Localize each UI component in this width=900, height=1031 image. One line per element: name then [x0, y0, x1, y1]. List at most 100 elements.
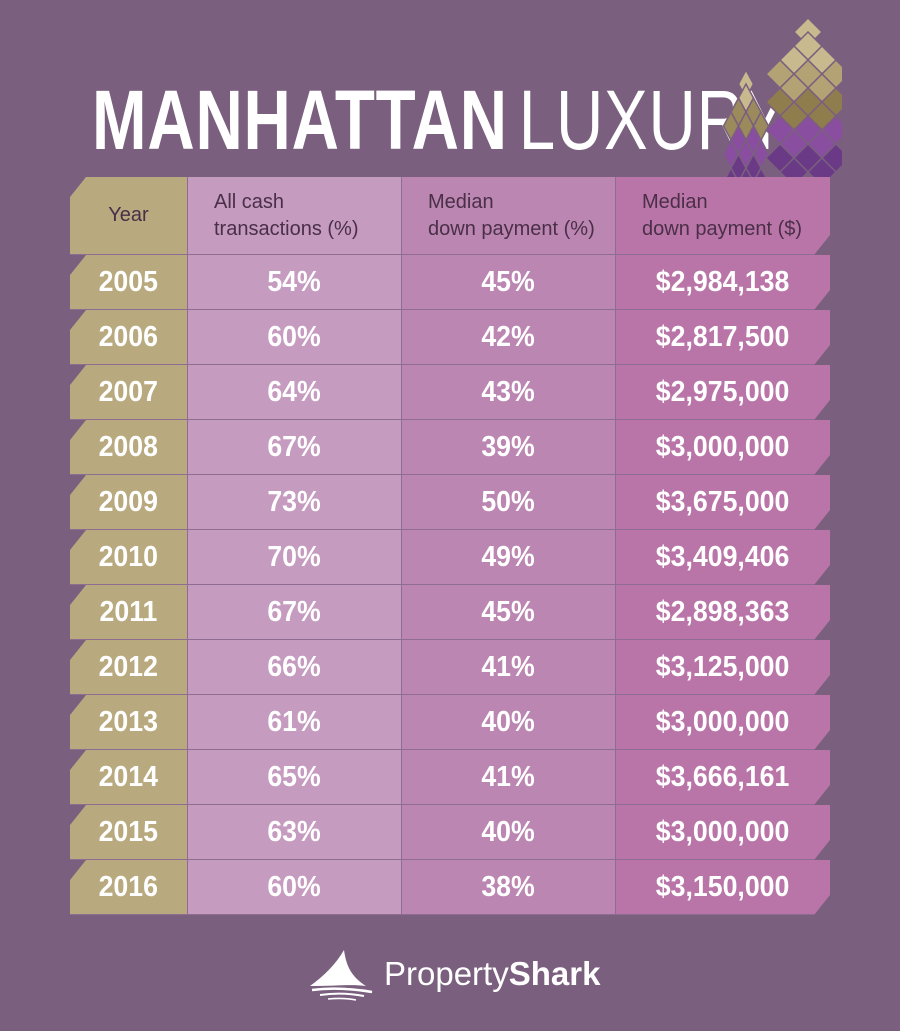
year-value: 2012 [98, 650, 159, 683]
cash-cell: 60% [188, 860, 402, 915]
down-pct-cell: 45% [402, 585, 616, 640]
down-pct-cell: 41% [402, 640, 616, 695]
down-pct-value: 38% [481, 870, 536, 903]
down-usd-value: $2,817,500 [656, 320, 790, 353]
year-cell: 2011 [70, 585, 188, 640]
header-down-pct-cell: Median down payment (%) [402, 177, 616, 255]
year-cell: 2009 [70, 475, 188, 530]
cash-value: 65% [267, 760, 322, 793]
down-pct-value: 39% [481, 430, 536, 463]
year-cell: 2007 [70, 365, 188, 420]
table-row: 2008 67% 39% $3,000,000 [70, 420, 830, 475]
down-usd-cell: $2,975,000 [616, 365, 830, 420]
down-pct-cell: 38% [402, 860, 616, 915]
down-pct-value: 41% [481, 650, 536, 683]
cash-value: 67% [267, 595, 322, 628]
cash-value: 54% [267, 265, 322, 298]
skyscraper-decoration-icon [722, 16, 842, 179]
down-pct-cell: 40% [402, 805, 616, 860]
down-usd-value: $3,150,000 [656, 870, 790, 903]
down-pct-value: 45% [481, 595, 536, 628]
down-pct-value: 49% [481, 540, 536, 573]
cash-value: 63% [267, 815, 322, 848]
down-usd-value: $3,000,000 [656, 705, 790, 738]
year-cell: 2005 [70, 255, 188, 310]
year-cell: 2015 [70, 805, 188, 860]
cash-cell: 60% [188, 310, 402, 365]
year-value: 2014 [98, 760, 159, 793]
down-pct-value: 43% [481, 375, 536, 408]
down-pct-cell: 43% [402, 365, 616, 420]
down-pct-cell: 41% [402, 750, 616, 805]
down-usd-value: $3,409,406 [656, 540, 790, 573]
brand-part1: Property [384, 955, 509, 992]
header-year-cell: Year [70, 177, 188, 255]
down-usd-cell: $2,817,500 [616, 310, 830, 365]
data-table: Year All cash transactions (%) Median do… [70, 177, 830, 915]
down-usd-value: $3,000,000 [656, 430, 790, 463]
down-usd-value: $3,675,000 [656, 485, 790, 518]
header-down-usd-label: Median down payment ($) [642, 190, 803, 240]
down-usd-value: $3,000,000 [656, 815, 790, 848]
down-usd-cell: $3,666,161 [616, 750, 830, 805]
down-pct-cell: 39% [402, 420, 616, 475]
year-cell: 2016 [70, 860, 188, 915]
cash-value: 60% [267, 320, 322, 353]
table-row: 2006 60% 42% $2,817,500 [70, 310, 830, 365]
cash-cell: 67% [188, 420, 402, 475]
year-cell: 2006 [70, 310, 188, 365]
down-pct-cell: 42% [402, 310, 616, 365]
year-value: 2015 [98, 815, 159, 848]
shark-fin-icon [310, 950, 373, 1001]
cash-cell: 73% [188, 475, 402, 530]
brand-name: PropertyShark [384, 955, 600, 993]
brand-part2: Shark [508, 955, 601, 992]
table-row: 2011 67% 45% $2,898,363 [70, 585, 830, 640]
down-pct-cell: 40% [402, 695, 616, 750]
year-value: 2008 [98, 430, 159, 463]
down-usd-cell: $3,675,000 [616, 475, 830, 530]
header-down-usd-cell: Median down payment ($) [616, 177, 830, 255]
title-bold: MANHATTAN [92, 73, 508, 167]
down-usd-cell: $2,984,138 [616, 255, 830, 310]
cash-cell: 67% [188, 585, 402, 640]
year-value: 2006 [98, 320, 159, 353]
cash-cell: 54% [188, 255, 402, 310]
cash-cell: 66% [188, 640, 402, 695]
cash-cell: 61% [188, 695, 402, 750]
year-value: 2011 [99, 595, 158, 628]
table-header-row: Year All cash transactions (%) Median do… [70, 177, 830, 255]
cash-cell: 64% [188, 365, 402, 420]
cash-cell: 65% [188, 750, 402, 805]
down-usd-value: $3,125,000 [656, 650, 790, 683]
down-pct-value: 50% [481, 485, 536, 518]
cash-value: 60% [267, 870, 322, 903]
down-pct-value: 45% [481, 265, 536, 298]
down-pct-value: 41% [481, 760, 536, 793]
down-usd-cell: $3,150,000 [616, 860, 830, 915]
down-pct-value: 40% [481, 815, 536, 848]
cash-value: 64% [267, 375, 322, 408]
header-cash-cell: All cash transactions (%) [188, 177, 402, 255]
down-usd-cell: $3,125,000 [616, 640, 830, 695]
table-row: 2015 63% 40% $3,000,000 [70, 805, 830, 860]
down-pct-cell: 50% [402, 475, 616, 530]
header-year-label: Year [108, 204, 149, 226]
cash-value: 67% [267, 430, 322, 463]
cash-cell: 63% [188, 805, 402, 860]
header-down-pct-label: Median down payment (%) [428, 190, 595, 240]
year-value: 2010 [98, 540, 159, 573]
table-row: 2016 60% 38% $3,150,000 [70, 860, 830, 915]
year-cell: 2008 [70, 420, 188, 475]
table-row: 2009 73% 50% $3,675,000 [70, 475, 830, 530]
year-cell: 2010 [70, 530, 188, 585]
year-value: 2005 [98, 265, 159, 298]
page-title: MANHATTAN LUXURY [92, 70, 788, 170]
down-usd-value: $2,984,138 [656, 265, 790, 298]
table-row: 2010 70% 49% $3,409,406 [70, 530, 830, 585]
down-pct-cell: 45% [402, 255, 616, 310]
year-cell: 2013 [70, 695, 188, 750]
table-row: 2013 61% 40% $3,000,000 [70, 695, 830, 750]
year-cell: 2012 [70, 640, 188, 695]
down-usd-cell: $3,409,406 [616, 530, 830, 585]
